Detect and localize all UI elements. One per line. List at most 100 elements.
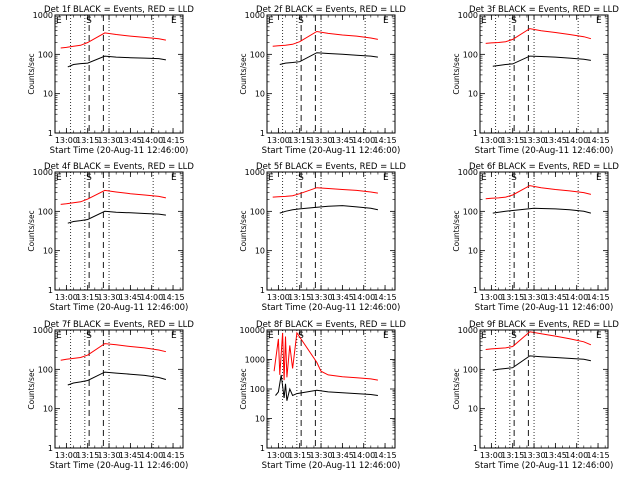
x-tick-label: 13:30 bbox=[523, 451, 546, 460]
series-lld-line bbox=[272, 30, 378, 47]
series-lld-line bbox=[485, 28, 592, 44]
start-marker-label: S bbox=[511, 173, 517, 183]
plot-frame bbox=[479, 329, 609, 449]
x-tick-label: 13:30 bbox=[98, 136, 121, 145]
x-tick-label: 13:45 bbox=[544, 136, 567, 145]
x-tick-label: 14:15 bbox=[162, 293, 185, 302]
x-tick-label: 14:00 bbox=[352, 293, 375, 302]
y-axis-label: Counts/sec bbox=[27, 53, 36, 94]
x-tick-label: 14:15 bbox=[587, 451, 610, 460]
x-tick-label: 14:00 bbox=[565, 293, 588, 302]
y-tick-label: 100 bbox=[250, 385, 265, 394]
series-events-line bbox=[492, 55, 591, 67]
x-tick-label: 13:30 bbox=[523, 293, 546, 302]
y-axis-label: Counts/sec bbox=[239, 368, 248, 409]
x-tick-label: 13:30 bbox=[310, 136, 333, 145]
y-tick-label: 10 bbox=[43, 247, 53, 256]
start-marker-label: S bbox=[511, 331, 517, 341]
x-tick-label: 14:00 bbox=[565, 451, 588, 460]
x-tick-label: 13:30 bbox=[523, 136, 546, 145]
start-marker-label: S bbox=[86, 16, 92, 26]
start-marker-label: S bbox=[86, 173, 92, 183]
series-lld-line bbox=[60, 189, 167, 205]
x-tick-label: 13:45 bbox=[119, 136, 142, 145]
y-tick-label: 10 bbox=[468, 90, 478, 99]
y-tick-label: 1000 bbox=[458, 168, 478, 177]
x-tick-label: 13:00 bbox=[55, 451, 78, 460]
series-events-line bbox=[492, 207, 592, 214]
end-marker-label: E bbox=[596, 331, 602, 341]
x-tick-label: 14:15 bbox=[162, 451, 185, 460]
y-tick-label: 10 bbox=[255, 90, 265, 99]
y-tick-label: 100 bbox=[38, 207, 53, 216]
x-tick-label: 13:15 bbox=[501, 451, 524, 460]
start-marker-label: S bbox=[298, 173, 304, 183]
y-tick-label: 1 bbox=[473, 286, 478, 295]
end-marker-label: E bbox=[383, 16, 389, 26]
y-axis-label: Counts/sec bbox=[452, 210, 461, 251]
x-tick-label: 14:00 bbox=[140, 136, 163, 145]
end-marker-label: E bbox=[481, 173, 487, 183]
series-events-line bbox=[492, 355, 592, 371]
x-tick-label: 13:00 bbox=[267, 451, 290, 460]
x-axis-label: Start Time (20-Aug-11 12:46:00) bbox=[50, 461, 189, 471]
y-axis-label: Counts/sec bbox=[239, 210, 248, 251]
series-events-line bbox=[67, 55, 166, 68]
end-marker-label: E bbox=[596, 173, 602, 183]
plot-frame bbox=[54, 329, 184, 449]
y-tick-label: 1000 bbox=[33, 11, 53, 20]
x-tick-label: 13:45 bbox=[544, 451, 567, 460]
start-marker-label: S bbox=[86, 331, 92, 341]
panel-title: Det 8f BLACK = Events, RED = LLD bbox=[256, 320, 406, 330]
x-tick-label: 14:00 bbox=[352, 136, 375, 145]
y-tick-label: 100 bbox=[463, 50, 478, 59]
y-tick-label: 10 bbox=[468, 405, 478, 414]
y-tick-label: 10 bbox=[255, 415, 265, 424]
end-marker-label: E bbox=[171, 173, 177, 183]
x-tick-label: 14:15 bbox=[587, 136, 610, 145]
end-marker-label: E bbox=[171, 331, 177, 341]
x-tick-label: 14:00 bbox=[140, 451, 163, 460]
x-axis-label: Start Time (20-Aug-11 12:46:00) bbox=[475, 461, 614, 471]
x-tick-label: 13:15 bbox=[76, 293, 99, 302]
x-tick-label: 13:45 bbox=[544, 293, 567, 302]
y-tick-label: 100 bbox=[38, 50, 53, 59]
plot-frame bbox=[54, 14, 184, 134]
y-tick-label: 1000 bbox=[245, 356, 265, 365]
start-marker-label: S bbox=[511, 16, 517, 26]
y-tick-label: 1 bbox=[473, 444, 478, 453]
y-tick-label: 100 bbox=[250, 207, 265, 216]
series-lld-line bbox=[485, 331, 592, 350]
y-tick-label: 1 bbox=[473, 129, 478, 138]
panel-title: Det 7f BLACK = Events, RED = LLD bbox=[44, 320, 194, 330]
y-tick-label: 10 bbox=[468, 247, 478, 256]
series-events-line bbox=[275, 374, 378, 401]
x-axis-label: Start Time (20-Aug-11 12:46:00) bbox=[50, 303, 189, 313]
end-marker-label: E bbox=[171, 16, 177, 26]
y-tick-label: 1000 bbox=[33, 168, 53, 177]
x-tick-label: 13:00 bbox=[55, 136, 78, 145]
x-tick-label: 13:30 bbox=[310, 293, 333, 302]
panel-title: Det 3f BLACK = Events, RED = LLD bbox=[469, 5, 619, 15]
x-tick-label: 13:45 bbox=[119, 293, 142, 302]
x-tick-label: 13:30 bbox=[98, 293, 121, 302]
start-marker-label: S bbox=[298, 331, 304, 341]
y-axis-label: Counts/sec bbox=[27, 210, 36, 251]
plot-frame bbox=[479, 171, 609, 291]
x-tick-label: 13:00 bbox=[480, 451, 503, 460]
panel-title: Det 4f BLACK = Events, RED = LLD bbox=[44, 162, 194, 172]
x-tick-label: 14:15 bbox=[374, 293, 397, 302]
y-tick-label: 1 bbox=[260, 286, 265, 295]
x-tick-label: 13:15 bbox=[288, 293, 311, 302]
plot-frame bbox=[54, 171, 184, 291]
y-tick-label: 1 bbox=[48, 129, 53, 138]
y-tick-label: 10 bbox=[43, 405, 53, 414]
x-axis-label: Start Time (20-Aug-11 12:46:00) bbox=[475, 303, 614, 313]
x-tick-label: 14:15 bbox=[374, 136, 397, 145]
